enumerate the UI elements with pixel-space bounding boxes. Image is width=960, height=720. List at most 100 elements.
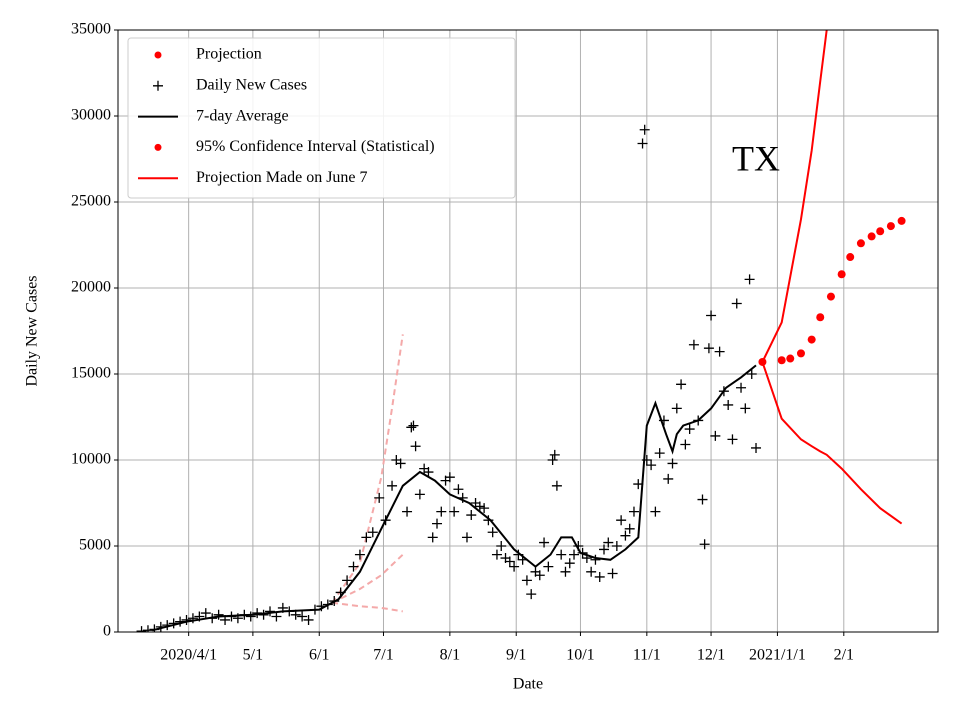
projection-point bbox=[876, 227, 885, 236]
projection-point bbox=[867, 232, 876, 241]
case-point bbox=[699, 539, 710, 550]
x-tick-label: 2021/1/1 bbox=[749, 647, 806, 664]
case-point bbox=[688, 339, 699, 350]
projection-point bbox=[886, 222, 895, 231]
case-point bbox=[491, 549, 502, 560]
case-point bbox=[335, 587, 346, 598]
case-point bbox=[200, 608, 211, 619]
case-point bbox=[513, 549, 524, 560]
case-point bbox=[727, 434, 738, 445]
ci-lower bbox=[761, 361, 903, 525]
case-point bbox=[620, 530, 631, 541]
case-point bbox=[284, 606, 295, 617]
case-point bbox=[226, 611, 237, 622]
case-point bbox=[322, 599, 333, 610]
case-point bbox=[309, 604, 320, 615]
y-tick-label: 25000 bbox=[71, 193, 111, 210]
case-point bbox=[676, 379, 687, 390]
case-point bbox=[449, 506, 460, 517]
plot-area bbox=[136, 30, 906, 632]
case-point bbox=[483, 515, 494, 526]
case-point bbox=[265, 606, 276, 617]
case-point bbox=[746, 369, 757, 379]
case-point bbox=[551, 480, 562, 491]
case-point bbox=[410, 441, 421, 452]
case-point bbox=[297, 611, 308, 622]
case-point bbox=[599, 544, 610, 555]
case-point bbox=[461, 532, 472, 543]
projection-point bbox=[786, 354, 795, 363]
case-point bbox=[245, 611, 256, 622]
case-point bbox=[569, 549, 580, 560]
case-point bbox=[534, 570, 545, 581]
case-point bbox=[731, 298, 742, 309]
case-point bbox=[149, 624, 160, 632]
case-point bbox=[543, 561, 554, 572]
case-point bbox=[663, 473, 674, 484]
projection-point bbox=[816, 313, 825, 322]
y-tick-label: 0 bbox=[103, 623, 111, 640]
case-point bbox=[521, 575, 532, 586]
case-point bbox=[487, 527, 498, 538]
y-tick-label: 35000 bbox=[71, 21, 111, 38]
projection-point bbox=[846, 253, 855, 262]
case-point bbox=[639, 124, 650, 135]
legend-marker bbox=[153, 80, 163, 91]
case-point bbox=[427, 532, 438, 543]
case-point bbox=[556, 549, 567, 560]
case-point bbox=[714, 346, 725, 357]
case-point bbox=[361, 532, 372, 543]
case-point bbox=[607, 568, 618, 579]
case-point bbox=[187, 613, 198, 624]
legend-label: Projection bbox=[196, 46, 262, 63]
legend-label: 7-day Average bbox=[196, 107, 289, 124]
projection-point bbox=[826, 292, 835, 301]
case-point bbox=[474, 501, 485, 512]
case-point bbox=[444, 472, 455, 483]
case-point bbox=[136, 626, 147, 632]
legend-marker bbox=[154, 51, 162, 59]
legend: Projection Daily New Cases 7-day Average 95… bbox=[127, 37, 516, 199]
case-point bbox=[504, 556, 515, 567]
case-point bbox=[142, 625, 153, 632]
case-point bbox=[402, 506, 413, 517]
projection-point bbox=[758, 357, 767, 366]
x-tick-label: 7/1 bbox=[373, 647, 393, 664]
y-tick-label: 5000 bbox=[79, 537, 111, 554]
case-point bbox=[290, 609, 301, 620]
projection-point bbox=[856, 239, 865, 248]
x-tick-label: 9/1 bbox=[506, 647, 526, 664]
case-point bbox=[374, 492, 385, 503]
case-point bbox=[342, 575, 353, 586]
legend-label: Projection Made on June 7 bbox=[196, 169, 368, 186]
legend-box bbox=[127, 37, 516, 199]
projection-point bbox=[807, 335, 816, 344]
case-point bbox=[181, 614, 192, 625]
x-tick-label: 11/1 bbox=[633, 647, 661, 664]
legend-label: 95% Confidence Interval (Statistical) bbox=[196, 138, 435, 155]
case-point bbox=[641, 455, 652, 465]
y-tick-label: 10000 bbox=[71, 451, 111, 468]
case-point bbox=[316, 601, 327, 612]
case-point bbox=[560, 566, 571, 577]
y-tick-label: 30000 bbox=[71, 107, 111, 124]
case-point bbox=[155, 621, 166, 632]
case-point bbox=[736, 382, 747, 393]
case-point bbox=[706, 310, 717, 321]
y-tick-label: 20000 bbox=[71, 279, 111, 296]
case-point bbox=[667, 458, 678, 469]
case-point bbox=[654, 448, 665, 459]
case-point bbox=[581, 553, 592, 564]
projection-point bbox=[796, 349, 805, 358]
case-point bbox=[354, 549, 365, 560]
ci-upper bbox=[761, 30, 828, 363]
case-point bbox=[213, 609, 224, 620]
case-point bbox=[603, 537, 614, 548]
case-point bbox=[611, 541, 622, 551]
case-point bbox=[671, 403, 682, 414]
y-axis-label: Daily New Cases bbox=[24, 275, 41, 386]
x-tick-label: 8/1 bbox=[440, 647, 460, 664]
case-point bbox=[751, 442, 762, 453]
